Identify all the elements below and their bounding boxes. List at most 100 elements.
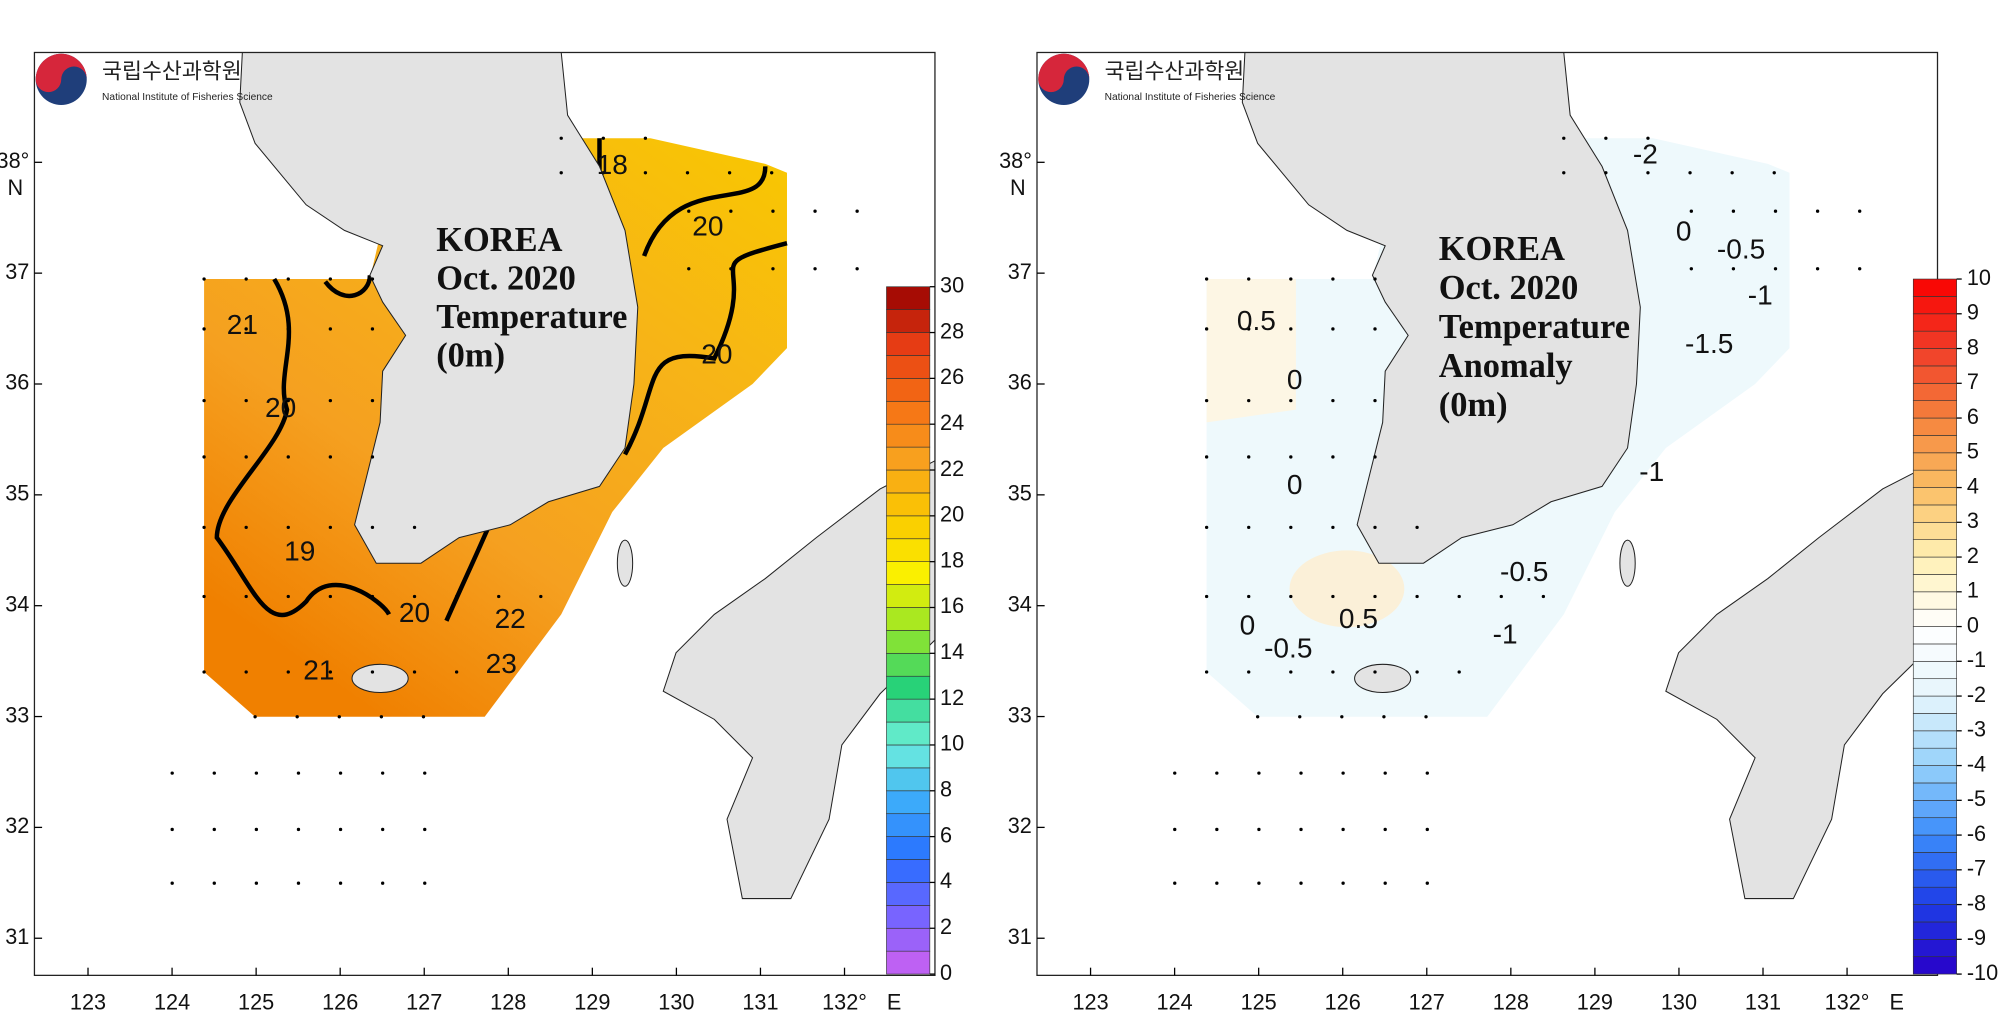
colorbar-swatch (1912, 782, 1957, 801)
station-dot (1247, 398, 1251, 403)
station-dot (254, 771, 259, 775)
station-dot (328, 327, 333, 331)
lon-tick-label: 123 (1072, 989, 1108, 1014)
colorbar-tick-label: 20 (940, 502, 964, 527)
colorbar-swatch (886, 538, 931, 562)
station-dot (813, 209, 817, 213)
station-dot (379, 715, 384, 719)
colorbar-swatch (1912, 939, 1957, 958)
colorbar-tick-label: 0 (940, 960, 952, 985)
station-dot (328, 455, 333, 459)
station-dot (370, 327, 375, 331)
colorbar-tick-label: 5 (1967, 439, 1979, 464)
colorbar-swatch (886, 400, 931, 425)
colorbar-swatch (886, 309, 931, 333)
station-dot (1331, 670, 1335, 674)
lat-tick-label: 32 (1008, 813, 1032, 838)
colorbar-swatch (1912, 747, 1957, 766)
colorbar-swatch (1912, 730, 1957, 749)
station-dot (1247, 594, 1251, 599)
colorbar-tick-label: 4 (940, 868, 952, 893)
colorbar-tick-label: 18 (940, 547, 964, 572)
station-dot (1373, 594, 1377, 599)
map-title-line: Oct. 2020 (1439, 269, 1579, 307)
station-dot (1646, 171, 1650, 175)
land-japan (1665, 459, 1939, 900)
map-panel: 국립수산과학원 National Institute of Fisheries S… (999, 51, 1939, 1014)
station-dot (328, 277, 333, 281)
station-dot (771, 209, 775, 213)
lon-tick-label: 132° (1825, 989, 1870, 1014)
station-dot (1383, 771, 1387, 775)
lon-tick-label: 131 (742, 989, 778, 1014)
lon-tick-label: 132° (822, 989, 867, 1014)
colorbar-swatch (886, 675, 931, 700)
station-dot (1289, 670, 1293, 674)
station-dot (559, 136, 563, 140)
station-dot (1204, 594, 1209, 599)
land-korea (1241, 51, 1641, 564)
colorbar-swatch (1912, 608, 1957, 627)
map-title-line: Temperature (436, 298, 627, 336)
colorbar-swatch (886, 607, 931, 631)
station-dot (1215, 881, 1219, 885)
station-dot (295, 715, 299, 719)
colorbar-swatch (886, 905, 931, 929)
station-dot (771, 267, 775, 271)
colorbar-swatch (1912, 469, 1957, 488)
station-dot (370, 594, 375, 599)
colorbar-swatch (886, 927, 931, 952)
colorbar-swatch (886, 882, 931, 906)
logo-english: National Institute of Fisheries Science (102, 92, 273, 103)
station-dot (328, 670, 333, 674)
station-dot (1289, 525, 1293, 530)
station-dot (1373, 277, 1377, 281)
lon-tick-label: 125 (1241, 989, 1277, 1014)
lon-tick-label: 130 (658, 989, 694, 1014)
contour-label: -2 (1633, 139, 1658, 170)
colorbar-swatch (886, 652, 931, 677)
station-dot (1689, 209, 1693, 213)
colorbar-tick-label: -3 (1967, 717, 1986, 742)
station-dot (254, 827, 259, 832)
station-dot (729, 209, 733, 213)
station-dot (296, 771, 301, 775)
contour-label: 19 (284, 535, 315, 566)
station-dot (296, 881, 301, 885)
station-dot (1604, 171, 1608, 175)
station-dot (328, 525, 333, 530)
lat-tick-label: 35 (5, 481, 29, 506)
contour-label: -1.5 (1685, 328, 1733, 359)
colorbar-swatch (1912, 834, 1957, 853)
contour-line (214, 277, 392, 618)
lon-tick-label: 128 (490, 989, 526, 1014)
lat-tick-label: 37 (5, 259, 29, 284)
station-dot (1331, 327, 1335, 331)
station-dot (1815, 267, 1820, 271)
station-dot (1772, 171, 1776, 175)
station-dot (370, 670, 375, 674)
station-dot (380, 771, 385, 775)
colorbar-tick-label: 12 (940, 685, 964, 710)
station-dot (370, 525, 375, 530)
station-dot (1257, 771, 1261, 775)
contour-label: 20 (265, 392, 296, 423)
colorbar-tick-label: 4 (1967, 473, 1979, 498)
colorbar-tick-label: -10 (1967, 960, 1998, 985)
colorbar-tick-label: 16 (940, 593, 964, 618)
station-dot (254, 881, 259, 885)
map-title-line: (0m) (436, 336, 505, 374)
station-dot (454, 594, 459, 599)
station-dot (1499, 594, 1503, 599)
station-dot (1215, 771, 1219, 775)
station-dot (328, 594, 333, 599)
warm-anomaly-patch (1289, 550, 1405, 628)
station-dot (202, 277, 206, 281)
station-dot (1341, 827, 1345, 832)
colorbar-tick-label: 30 (940, 272, 964, 297)
colorbar-tick-label: 6 (940, 822, 952, 847)
station-dot (1204, 525, 1209, 530)
station-dot (1457, 670, 1461, 674)
lat-tick-label: 37 (1008, 259, 1032, 284)
colorbar-tick-label: 7 (1967, 369, 1979, 394)
